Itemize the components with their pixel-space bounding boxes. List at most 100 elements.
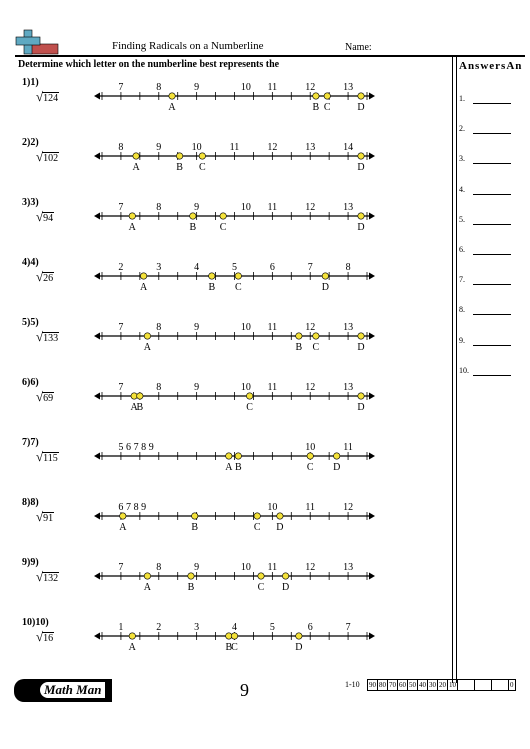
problem-label: 3)3) xyxy=(22,197,39,208)
tick-label: 12 xyxy=(305,322,315,333)
point-marker xyxy=(176,152,184,160)
arrow-left-icon xyxy=(94,632,100,640)
answer-blank-5[interactable]: 5. xyxy=(459,214,511,225)
answer-column-divider xyxy=(456,55,457,683)
radicand: 132 xyxy=(42,572,60,584)
numberline-1: 7 8 9 10 11 12 13 A B C D xyxy=(94,82,375,113)
score-cell: 90 xyxy=(369,680,378,690)
answer-number: 7. xyxy=(459,275,465,285)
tick-label: 10 xyxy=(241,82,251,93)
arrow-left-icon xyxy=(94,392,100,400)
problem-radical: √91 xyxy=(36,509,55,525)
point-marker xyxy=(295,632,303,640)
tick-label: 8 xyxy=(141,442,146,453)
point-marker xyxy=(168,92,176,100)
point-marker xyxy=(198,152,206,160)
numberline-6: 7 8 9 10 11 12 13 AB C D xyxy=(94,382,375,413)
tick-label: 8 xyxy=(156,562,161,573)
score-cell: 80 xyxy=(379,680,388,690)
tick-label: 10 xyxy=(241,382,251,393)
tick-label: 9 xyxy=(194,562,199,573)
page-number: 9 xyxy=(240,680,249,700)
radical-sign-icon: √ xyxy=(36,569,44,584)
answer-number: 3. xyxy=(459,154,465,164)
point-marker xyxy=(231,632,239,640)
arrow-right-icon xyxy=(369,152,375,160)
point-letter: D xyxy=(357,162,364,173)
point-marker xyxy=(143,332,151,340)
radical-sign-icon: √ xyxy=(36,209,44,224)
answer-blank-1[interactable]: 1. xyxy=(459,94,511,104)
arrow-right-icon xyxy=(369,212,375,220)
tick-label: 1 xyxy=(118,622,123,633)
arrow-left-icon xyxy=(94,332,100,340)
tick-label: 9 xyxy=(156,142,161,153)
point-letter: A xyxy=(144,342,152,353)
score-cell: 50 xyxy=(409,680,418,690)
answer-blank-8[interactable]: 8. xyxy=(459,305,511,316)
point-letter: D xyxy=(357,102,364,113)
tick-label: 8 xyxy=(118,142,123,153)
tick-label: 5 xyxy=(118,442,123,453)
tick-label: 13 xyxy=(343,202,353,213)
problem-label: 5)5) xyxy=(22,317,39,328)
answer-blank-3[interactable]: 3. xyxy=(459,154,511,165)
point-marker xyxy=(208,272,216,280)
tick-label: 7 xyxy=(118,322,123,333)
answer-number: 4. xyxy=(459,184,465,194)
point-marker xyxy=(357,392,365,400)
answer-blank-10[interactable]: 10. xyxy=(459,366,511,376)
tick-label: 8 xyxy=(156,82,161,93)
point-letter: C xyxy=(254,522,261,533)
point-marker xyxy=(357,332,365,340)
tick-label: 7 xyxy=(134,442,139,453)
arrow-right-icon xyxy=(369,512,375,520)
answer-number: 6. xyxy=(459,245,465,254)
radicand: 69 xyxy=(42,392,55,404)
tick-label: 3 xyxy=(156,262,161,273)
point-marker xyxy=(119,512,127,520)
tick-label: 13 xyxy=(343,382,353,393)
answer-blank-4[interactable]: 4. xyxy=(459,184,511,195)
radical-sign-icon: √ xyxy=(36,329,44,344)
answer-underline xyxy=(473,314,511,316)
answer-blank-7[interactable]: 7. xyxy=(459,275,511,286)
tick-label: 11 xyxy=(305,502,315,513)
tick-label: 14 xyxy=(343,142,353,153)
answer-number: 9. xyxy=(459,335,465,345)
numberline-9: 7 8 9 10 11 12 13 A B C D xyxy=(94,562,375,593)
point-marker xyxy=(357,212,365,220)
tick-label: 10 xyxy=(241,202,251,213)
tick-label: 11 xyxy=(268,562,278,573)
problem-radical: √124 xyxy=(36,89,60,105)
numberline-2: 8 9 10 11 12 13 14 A B C D xyxy=(94,142,375,173)
point-letter: B xyxy=(137,402,144,413)
answer-blank-9[interactable]: 9. xyxy=(459,335,511,346)
score-cell xyxy=(475,680,492,690)
tick-label: 8 xyxy=(156,322,161,333)
numberline-3: 7 8 9 10 11 12 13 A B C D xyxy=(94,202,375,233)
point-marker xyxy=(234,452,242,460)
point-letter: D xyxy=(357,222,364,233)
point-letter: A xyxy=(131,402,139,413)
point-marker xyxy=(128,212,136,220)
answer-number: 8. xyxy=(459,305,465,315)
tick-label: 3 xyxy=(194,622,199,633)
answer-blank-6[interactable]: 6. xyxy=(459,245,511,255)
answer-underline xyxy=(473,374,511,376)
arrow-left-icon xyxy=(94,212,100,220)
answer-blank-2[interactable]: 2. xyxy=(459,124,511,135)
tick-label: 6 xyxy=(270,262,275,273)
point-letter: B xyxy=(235,462,242,473)
point-letter: C xyxy=(235,282,242,293)
point-letter: B xyxy=(176,162,183,173)
answer-number: 5. xyxy=(459,214,465,224)
tick-label: 10 xyxy=(267,502,277,513)
point-letter: A xyxy=(144,582,152,593)
tick-label: 7 xyxy=(308,262,313,273)
tick-label: 11 xyxy=(268,82,278,93)
problem-label: 9)9) xyxy=(22,557,39,568)
arrow-left-icon xyxy=(94,452,100,460)
radical-sign-icon: √ xyxy=(36,449,44,464)
